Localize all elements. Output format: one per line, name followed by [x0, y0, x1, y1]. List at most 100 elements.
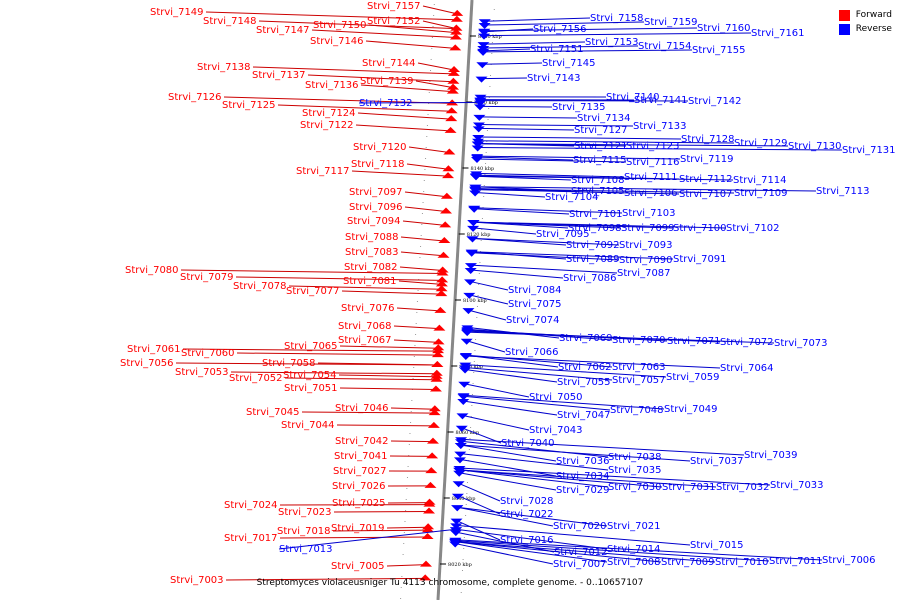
- reverse-gene-label: Strvi_7070: [612, 335, 666, 346]
- reverse-gene-mark: [474, 98, 487, 105]
- reverse-gene-label: Strvi_7129: [734, 138, 788, 149]
- ref-dot: [419, 257, 421, 258]
- reverse-gene-label: Strvi_7156: [533, 24, 587, 35]
- reverse-gene-label: Strvi_7132: [359, 98, 413, 109]
- reverse-gene-mark: [464, 263, 477, 270]
- reverse-gene-mark: [454, 451, 467, 458]
- ref-dot: [465, 504, 467, 505]
- reverse-gene-mark: [449, 537, 462, 544]
- ref-dot: [405, 510, 407, 511]
- reverse-gene-label: Strvi_7107: [679, 189, 733, 200]
- reverse-gene-mark: [471, 154, 484, 161]
- reverse-leader-line: [478, 124, 634, 127]
- forward-gene-mark: [450, 15, 463, 22]
- reverse-gene-label: Strvi_7115: [573, 155, 627, 166]
- reverse-leader-line: [478, 136, 682, 140]
- ref-dot: [410, 422, 412, 423]
- forward-leader-line: [332, 529, 428, 532]
- reverse-gene-label: Strvi_7101: [569, 209, 623, 220]
- forward-leader-line: [417, 62, 455, 71]
- forward-leader-line: [351, 170, 449, 177]
- reverse-leader-line: [484, 27, 698, 32]
- reverse-gene-mark: [470, 174, 483, 181]
- ref-dot: [479, 262, 481, 263]
- ref-dot: [478, 273, 480, 274]
- reverse-gene-mark: [467, 225, 480, 232]
- reverse-gene-label: Strvi_7102: [726, 223, 780, 234]
- forward-gene-label: Strvi_7060: [181, 348, 235, 359]
- forward-gene-mark: [430, 372, 443, 379]
- reverse-gene-label: Strvi_7100: [673, 223, 727, 234]
- forward-leader-line: [404, 206, 447, 213]
- ref-dot: [461, 581, 463, 582]
- reverse-gene-mark: [473, 104, 486, 111]
- reverse-gene-mark: [468, 205, 481, 212]
- reverse-leader-line: [481, 77, 528, 80]
- forward-leader-line: [386, 526, 429, 529]
- reverse-leader-line: [461, 427, 502, 444]
- ref-dot: [420, 246, 422, 247]
- forward-gene-label: Strvi_7027: [333, 466, 387, 477]
- reverse-gene-mark: [456, 413, 469, 420]
- reverse-leader-line: [476, 175, 734, 181]
- forward-gene-label: Strvi_7067: [338, 335, 392, 346]
- reverse-gene-mark: [449, 530, 462, 537]
- forward-gene-mark: [421, 526, 434, 533]
- reverse-leader-line: [459, 472, 557, 491]
- reverse-leader-line: [464, 383, 530, 398]
- forward-gene-label: Strvi_7054: [283, 370, 337, 381]
- reverse-leader-line: [483, 49, 693, 53]
- genome-caption: Streptomyces violaceusniger Tu 4113 chro…: [256, 578, 644, 588]
- reverse-gene-label: Strvi_7043: [529, 425, 583, 436]
- ref-dot: [413, 367, 415, 368]
- legend-reverse: Reverse: [838, 22, 892, 36]
- forward-gene-label: Strvi_7097: [349, 187, 403, 198]
- ref-dot: [493, 9, 495, 10]
- ref-dot: [471, 394, 473, 395]
- forward-gene-mark: [432, 344, 445, 351]
- reverse-gene-label: Strvi_7119: [680, 154, 734, 165]
- reverse-gene-mark: [452, 481, 465, 488]
- forward-gene-mark: [444, 126, 457, 133]
- forward-gene-mark: [450, 24, 463, 31]
- reverse-leader-line: [455, 541, 716, 563]
- reverse-gene-label: Strvi_7123: [626, 141, 680, 152]
- reverse-gene-label: Strvi_7114: [733, 175, 787, 186]
- forward-gene-label: Strvi_7051: [284, 383, 338, 394]
- forward-leader-line: [230, 371, 437, 375]
- reverse-leader-line: [479, 105, 553, 108]
- forward-gene-mark: [447, 83, 460, 90]
- reverse-leader-line: [460, 440, 609, 458]
- reverse-gene-mark: [477, 33, 490, 40]
- forward-gene-label: Strvi_7053: [175, 367, 229, 378]
- reverse-leader-line: [462, 414, 530, 431]
- ref-dot: [473, 361, 475, 362]
- forward-leader-line: [284, 377, 437, 381]
- reverse-gene-label: Strvi_7009: [661, 557, 715, 568]
- reverse-gene-mark: [464, 279, 477, 286]
- reverse-gene-label: Strvi_7159: [644, 17, 698, 28]
- forward-gene-label: Strvi_7147: [256, 25, 310, 36]
- reverse-gene-label: Strvi_7086: [563, 273, 617, 284]
- legend-forward: Forward: [838, 8, 892, 22]
- forward-gene-label: Strvi_7152: [367, 16, 421, 27]
- reverse-gene-label: Strvi_7127: [574, 125, 628, 136]
- forward-gene-label: Strvi_7137: [252, 70, 306, 81]
- reverse-gene-label: Strvi_7160: [697, 23, 751, 34]
- reverse-gene-label: Strvi_7145: [542, 58, 596, 69]
- reverse-gene-mark: [466, 236, 479, 243]
- reverse-leader-line: [476, 158, 627, 163]
- legend-reverse-label: Reverse: [855, 24, 892, 34]
- reverse-gene-label: Strvi_7028: [500, 496, 554, 507]
- ref-dot: [405, 499, 407, 500]
- ref-dot: [485, 163, 487, 164]
- reverse-gene-label: Strvi_7143: [527, 73, 581, 84]
- ref-dot: [428, 103, 430, 104]
- forward-leader-line: [404, 191, 447, 198]
- ref-dot: [487, 119, 489, 120]
- reverse-gene-label: Strvi_7034: [556, 471, 610, 482]
- forward-leader-line: [311, 29, 456, 38]
- reverse-gene-label: Strvi_7016: [500, 535, 554, 546]
- reverse-gene-mark: [459, 362, 472, 369]
- ref-dot: [424, 169, 426, 170]
